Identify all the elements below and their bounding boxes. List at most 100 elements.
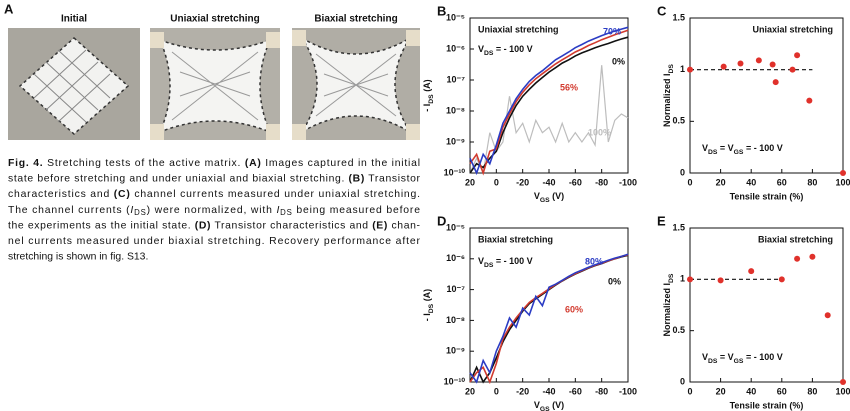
y-tick-label: 10⁻⁸ <box>446 105 465 115</box>
caption-run: Transistor <box>365 173 421 184</box>
data-point <box>794 255 801 262</box>
data-point <box>794 52 801 59</box>
plot-title: Uniaxial stretching <box>752 24 833 34</box>
caption-line: Fig. 4. Stretching tests of the active m… <box>8 158 420 169</box>
text-run: GS <box>734 358 744 365</box>
series-label: 60% <box>565 304 583 314</box>
y-tick-label: 0 <box>680 376 685 386</box>
y-tick-label: 10⁻⁹ <box>446 136 465 146</box>
text-run: V <box>702 143 708 153</box>
data-point <box>717 277 724 284</box>
text-run: DS <box>668 64 675 74</box>
data-point <box>840 170 846 176</box>
y-tick-label: 10⁻⁵ <box>446 12 465 22</box>
x-tick-label: 0 <box>494 386 499 396</box>
caption-line: state before stretching and under uniaxi… <box>8 173 421 184</box>
text-run: DS <box>484 50 494 57</box>
text-run: DS <box>668 273 675 283</box>
x-tick-label: 20 <box>716 386 726 396</box>
plot-title: Biaxial stretching <box>758 234 833 244</box>
caption-run: stretching is shown in fig. S13. <box>8 251 148 262</box>
text-run: DS <box>484 262 494 269</box>
text-run: V <box>702 352 708 362</box>
y-tick-label: 10⁻⁹ <box>446 346 465 356</box>
panel-label: B <box>437 3 446 18</box>
data-point <box>824 312 831 319</box>
x-tick-label: -60 <box>569 177 582 187</box>
x-tick-label: 40 <box>746 177 756 187</box>
text-run: Normalized I <box>662 283 672 337</box>
series-label: 80% <box>585 256 603 266</box>
series-label: 56% <box>560 82 578 92</box>
plot-frame <box>689 17 844 174</box>
panel-label: E <box>657 213 666 228</box>
y-tick-label: 10⁻⁷ <box>447 74 466 84</box>
caption-run: state before stretching and under uniaxi… <box>8 173 348 184</box>
text-run: - I <box>422 313 432 321</box>
panel-label: D <box>437 213 446 228</box>
data-point <box>840 379 846 385</box>
y-tick-label: 10⁻¹⁰ <box>444 376 466 386</box>
x-tick-label: -40 <box>542 177 555 187</box>
x-tick-label: 100 <box>835 386 850 396</box>
text-run: V <box>478 256 484 266</box>
data-point <box>748 268 755 275</box>
text-run: V <box>534 191 540 201</box>
caption-run: channel currents measured under uniaxial… <box>131 189 420 200</box>
y-axis-label: Normalized IDS <box>662 273 674 336</box>
text-run: = - 100 V <box>743 352 782 362</box>
x-tick-label: -40 <box>542 386 555 396</box>
caption-run: I <box>130 205 133 216</box>
series-line <box>469 65 629 176</box>
caption-run: DS <box>134 208 146 217</box>
photo-title: Initial <box>61 14 87 25</box>
y-tick-label: 1 <box>680 274 685 284</box>
x-axis-label: Tensile strain (%) <box>730 400 804 410</box>
text-run: = - 100 V <box>493 44 532 54</box>
y-tick-label: 10⁻⁶ <box>446 253 465 263</box>
x-tick-label: 0 <box>494 177 499 187</box>
data-point <box>772 79 779 86</box>
photo-title: Biaxial stretching <box>314 14 397 25</box>
text-run: (A) <box>422 289 432 304</box>
text-run: - I <box>422 104 432 112</box>
text-run: = V <box>717 143 733 153</box>
plot-title: Biaxial stretching <box>478 234 553 244</box>
caption-run: Fig. 4. <box>8 158 43 169</box>
x-tick-label: 40 <box>746 386 756 396</box>
data-point <box>720 63 727 70</box>
caption-line: the experiments as the initial state. (D… <box>8 220 420 231</box>
data-point <box>687 66 693 73</box>
data-point <box>789 66 796 73</box>
x-tick-label: -100 <box>619 177 637 187</box>
series-label: 0% <box>608 276 621 286</box>
y-tick-label: 10⁻⁵ <box>446 222 465 232</box>
x-tick-label: -20 <box>516 177 529 187</box>
caption-run: Transistor characteristics and <box>211 220 371 231</box>
x-tick-label: 0 <box>687 386 692 396</box>
caption-run: ) were normalized, with <box>147 205 276 216</box>
caption-run: (B) <box>349 173 365 184</box>
panel-label: A <box>4 1 14 16</box>
caption-run: The channel currents ( <box>8 205 130 216</box>
y-tick-label: 10⁻⁸ <box>446 315 465 325</box>
data-point <box>687 276 693 283</box>
y-axis-label: Normalized IDS <box>662 64 674 127</box>
series-line <box>469 29 629 176</box>
x-tick-label: -60 <box>569 386 582 396</box>
caption-run: being measured before <box>293 205 421 216</box>
caption-line: nel currents measured under biaxial stre… <box>8 236 421 247</box>
text-run: = - 100 V <box>743 143 782 153</box>
panel-label: C <box>657 3 667 18</box>
x-tick-label: -80 <box>595 386 608 396</box>
caption-run: (C) <box>114 189 130 200</box>
caption-line: characteristics and (C) channel currents… <box>8 189 420 200</box>
y-axis-label: - IDS (A) <box>422 79 434 111</box>
photo <box>150 28 280 140</box>
x-tick-label: 80 <box>807 177 817 187</box>
series-line <box>469 253 629 384</box>
y-tick-label: 1.5 <box>672 222 685 232</box>
x-tick-label: -80 <box>595 177 608 187</box>
caption-run: characteristics and <box>8 189 113 200</box>
